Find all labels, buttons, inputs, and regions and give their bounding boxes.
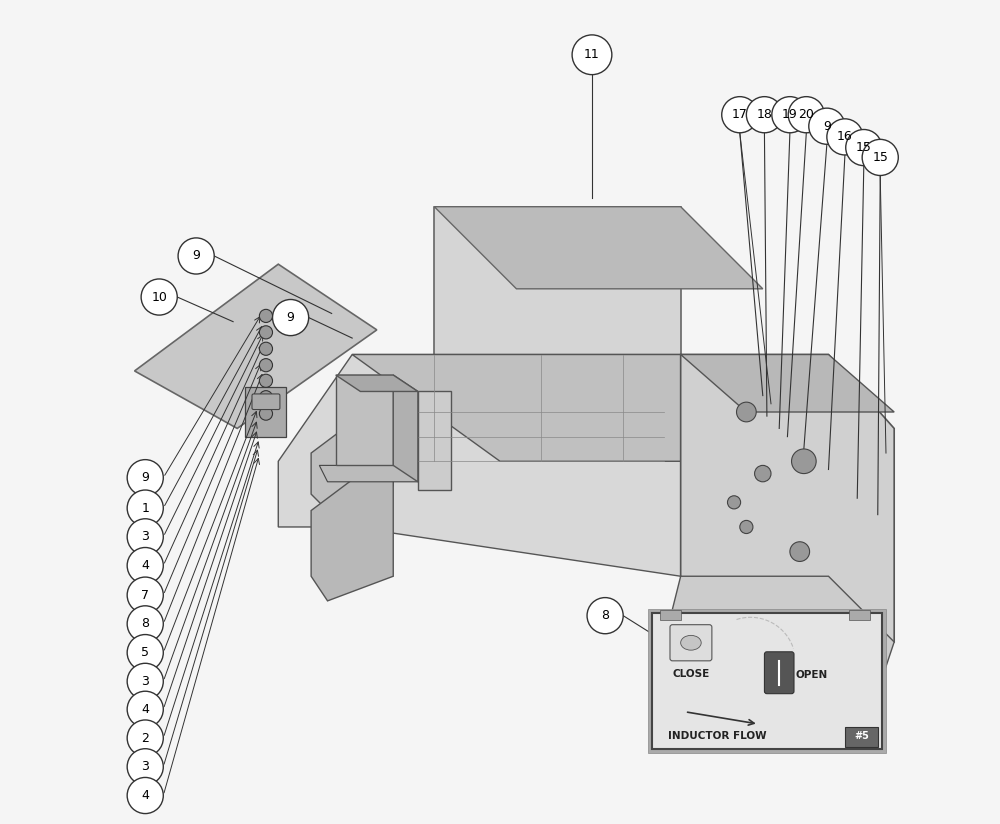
Circle shape — [127, 519, 163, 555]
Text: 2: 2 — [141, 732, 149, 745]
Polygon shape — [245, 387, 286, 437]
Circle shape — [127, 777, 163, 813]
Circle shape — [790, 541, 810, 561]
FancyBboxPatch shape — [652, 613, 882, 749]
Circle shape — [127, 720, 163, 756]
Circle shape — [587, 597, 623, 634]
Text: 8: 8 — [141, 617, 149, 630]
Ellipse shape — [681, 635, 701, 650]
FancyBboxPatch shape — [252, 394, 280, 410]
Text: OPEN: OPEN — [796, 670, 828, 680]
Circle shape — [788, 96, 824, 133]
Text: 3: 3 — [141, 761, 149, 773]
Circle shape — [809, 108, 845, 144]
Circle shape — [740, 521, 753, 534]
Polygon shape — [418, 391, 451, 490]
Polygon shape — [336, 375, 418, 391]
Circle shape — [572, 35, 612, 75]
Polygon shape — [681, 354, 894, 412]
Circle shape — [827, 119, 863, 155]
Polygon shape — [311, 404, 393, 511]
Polygon shape — [311, 461, 393, 601]
Text: 8: 8 — [601, 609, 609, 622]
Text: 15: 15 — [872, 151, 888, 164]
Text: 1: 1 — [141, 502, 149, 514]
Circle shape — [862, 139, 898, 176]
Circle shape — [746, 96, 783, 133]
Polygon shape — [336, 375, 393, 466]
FancyBboxPatch shape — [849, 610, 870, 620]
Circle shape — [755, 466, 771, 482]
Polygon shape — [135, 265, 377, 428]
Text: 7: 7 — [141, 588, 149, 602]
Polygon shape — [664, 576, 894, 691]
Circle shape — [273, 299, 309, 335]
Text: 4: 4 — [141, 789, 149, 802]
Circle shape — [259, 309, 273, 322]
Circle shape — [127, 547, 163, 583]
Circle shape — [259, 358, 273, 372]
Polygon shape — [278, 354, 828, 576]
Text: 4: 4 — [141, 703, 149, 716]
Circle shape — [259, 391, 273, 404]
Text: 18: 18 — [756, 108, 772, 121]
Circle shape — [259, 325, 273, 339]
FancyBboxPatch shape — [660, 610, 681, 620]
Circle shape — [846, 129, 882, 166]
Polygon shape — [393, 375, 418, 482]
FancyBboxPatch shape — [764, 652, 794, 694]
Text: #5: #5 — [854, 732, 869, 742]
Circle shape — [722, 96, 758, 133]
Text: 5: 5 — [141, 646, 149, 659]
Circle shape — [127, 577, 163, 613]
Text: 3: 3 — [141, 675, 149, 688]
Circle shape — [792, 449, 816, 474]
Text: 9: 9 — [192, 250, 200, 263]
Circle shape — [127, 490, 163, 527]
Circle shape — [127, 606, 163, 642]
Circle shape — [737, 402, 756, 422]
Text: 9: 9 — [141, 471, 149, 485]
Circle shape — [259, 407, 273, 420]
Polygon shape — [681, 354, 894, 642]
Polygon shape — [319, 466, 434, 482]
Circle shape — [259, 374, 273, 387]
Circle shape — [127, 749, 163, 784]
Polygon shape — [434, 207, 763, 289]
Text: 9: 9 — [823, 119, 831, 133]
Circle shape — [127, 460, 163, 496]
Text: 19: 19 — [782, 108, 798, 121]
Text: 15: 15 — [856, 141, 872, 154]
Text: 17: 17 — [732, 108, 748, 121]
Circle shape — [178, 238, 214, 274]
Circle shape — [772, 96, 808, 133]
Polygon shape — [352, 354, 828, 461]
FancyBboxPatch shape — [845, 727, 878, 747]
Polygon shape — [434, 207, 681, 354]
Circle shape — [141, 279, 177, 315]
Circle shape — [259, 342, 273, 355]
Circle shape — [727, 496, 741, 509]
Text: 11: 11 — [584, 49, 600, 61]
Text: 20: 20 — [798, 108, 814, 121]
Text: INDUCTOR FLOW: INDUCTOR FLOW — [668, 732, 767, 742]
Text: CLOSE: CLOSE — [672, 669, 710, 679]
Circle shape — [127, 634, 163, 671]
Text: 3: 3 — [141, 531, 149, 543]
Text: 4: 4 — [141, 559, 149, 572]
Circle shape — [127, 663, 163, 700]
Text: 16: 16 — [837, 130, 853, 143]
FancyBboxPatch shape — [648, 609, 886, 753]
Circle shape — [127, 691, 163, 728]
FancyBboxPatch shape — [670, 625, 712, 661]
Text: 10: 10 — [151, 291, 167, 303]
Text: 9: 9 — [287, 311, 295, 324]
